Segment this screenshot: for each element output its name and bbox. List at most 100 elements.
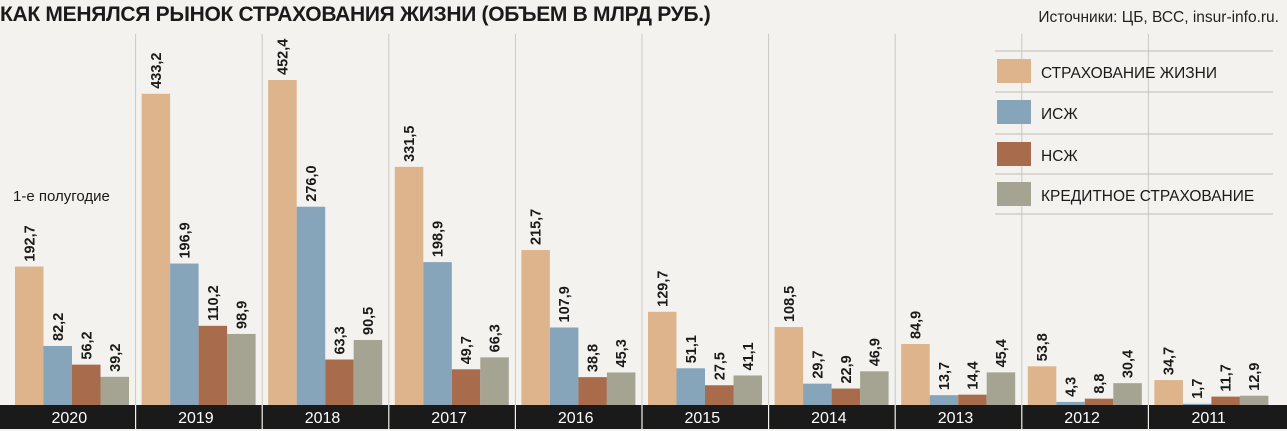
value-label-credit-2015: 41,1 bbox=[741, 342, 757, 370]
value-label-isj-2019: 196,9 bbox=[177, 222, 193, 258]
value-label-nsj-2014: 22,9 bbox=[839, 355, 855, 383]
year-axis-band bbox=[0, 405, 1287, 429]
bar-life-2019 bbox=[141, 93, 171, 406]
value-label-life-2014: 108,5 bbox=[782, 286, 798, 322]
value-label-life-2013: 84,9 bbox=[908, 311, 924, 339]
value-label-credit-2020: 39,2 bbox=[108, 344, 124, 372]
bar-credit-2019 bbox=[227, 333, 256, 405]
value-label-life-2019: 433,2 bbox=[149, 52, 165, 88]
bar-isj-2019 bbox=[170, 263, 199, 405]
value-label-nsj-2017: 49,7 bbox=[459, 336, 475, 364]
bar-isj-2014 bbox=[803, 383, 832, 405]
bar-nsj-2020 bbox=[72, 364, 101, 405]
bar-isj-2018 bbox=[296, 206, 326, 405]
bar-nsj-2018 bbox=[325, 359, 354, 405]
value-label-isj-2020: 82,2 bbox=[51, 313, 67, 341]
legend-swatch-isj bbox=[997, 100, 1031, 124]
group-separators bbox=[135, 34, 1149, 405]
value-label-isj-2015: 51,1 bbox=[684, 335, 700, 363]
bar-isj-2012 bbox=[1056, 401, 1085, 405]
bar-life-2020 bbox=[15, 266, 44, 405]
value-label-isj-2014: 29,7 bbox=[810, 350, 826, 378]
value-label-nsj-2016: 38,8 bbox=[586, 344, 602, 372]
legend: СТРАХОВАНИЕ ЖИЗНИ ИСЖ НСЖ КРЕДИТНОЕ СТРАХОВ… bbox=[995, 50, 1273, 215]
value-label-life-2015: 129,7 bbox=[655, 271, 671, 307]
value-label-credit-2012: 30,4 bbox=[1121, 350, 1137, 378]
value-label-credit-2018: 90,5 bbox=[361, 307, 377, 335]
value-label-life-2018: 452,4 bbox=[275, 39, 291, 75]
bar-nsj-2015 bbox=[705, 385, 734, 405]
half-year-note: 1-е полугодие bbox=[13, 188, 110, 205]
bar-life-2011 bbox=[1154, 380, 1183, 405]
bar-credit-2017 bbox=[480, 357, 509, 405]
year-label-2013: 2013 bbox=[938, 410, 974, 427]
value-label-isj-2012: 4,3 bbox=[1064, 377, 1080, 397]
year-label-2019: 2019 bbox=[178, 410, 214, 427]
bar-credit-2020 bbox=[100, 376, 129, 405]
value-label-nsj-2013: 14,4 bbox=[965, 361, 981, 389]
legend-swatch-life bbox=[997, 59, 1031, 83]
bar-isj-2016 bbox=[549, 327, 579, 405]
bar-credit-2015 bbox=[733, 375, 762, 405]
bar-credit-2011 bbox=[1239, 395, 1269, 405]
bars-layer bbox=[15, 80, 1269, 406]
legend-label-isj: ИСЖ bbox=[1041, 106, 1078, 123]
year-label-2015: 2015 bbox=[685, 410, 721, 427]
bar-nsj-2019 bbox=[198, 325, 228, 405]
value-label-nsj-2011: 11,7 bbox=[1219, 364, 1235, 391]
bar-nsj-2017 bbox=[451, 369, 481, 405]
year-label-2017: 2017 bbox=[431, 410, 467, 427]
value-label-isj-2017: 198,9 bbox=[431, 221, 447, 257]
value-label-credit-2017: 66,3 bbox=[488, 324, 504, 352]
bar-isj-2015 bbox=[676, 368, 705, 405]
value-label-nsj-2018: 63,3 bbox=[332, 326, 348, 354]
bar-life-2016 bbox=[521, 250, 550, 405]
bar-nsj-2013 bbox=[958, 394, 987, 405]
bar-isj-2011 bbox=[1182, 403, 1212, 405]
year-label-2018: 2018 bbox=[305, 410, 341, 427]
value-label-credit-2014: 46,9 bbox=[867, 338, 883, 366]
year-label-2011: 2011 bbox=[1191, 410, 1226, 427]
year-label-2020: 2020 bbox=[52, 410, 88, 427]
value-label-isj-2013: 13,7 bbox=[937, 362, 953, 390]
year-axis: 2020 2019 2018 2017 2016 2015 2014 2013 2012 2011 bbox=[0, 405, 1287, 429]
legend-swatch-nsj bbox=[997, 142, 1031, 166]
bar-credit-2018 bbox=[353, 339, 383, 405]
value-label-life-2020: 192,7 bbox=[22, 225, 38, 261]
year-label-2012: 2012 bbox=[1064, 410, 1100, 427]
year-label-2014: 2014 bbox=[811, 410, 847, 427]
bar-credit-2013 bbox=[986, 372, 1016, 405]
chart-title: КАК МЕНЯЛСЯ РЫНОК СТРАХОВАНИЯ ЖИЗНИ (ОБЪ… bbox=[0, 3, 711, 26]
value-label-nsj-2020: 56,2 bbox=[79, 331, 95, 359]
legend-label-life: СТРАХОВАНИЕ ЖИЗНИ bbox=[1041, 65, 1217, 82]
source-note: Источники: ЦБ, ВСС, insur-info.ru. bbox=[1038, 9, 1279, 26]
bar-isj-2013 bbox=[929, 395, 959, 405]
value-label-isj-2018: 276,0 bbox=[304, 165, 320, 201]
value-label-credit-2013: 45,4 bbox=[994, 339, 1010, 367]
value-label-life-2012: 53,8 bbox=[1035, 333, 1051, 361]
year-label-2016: 2016 bbox=[558, 410, 594, 427]
value-label-credit-2016: 45,3 bbox=[614, 339, 630, 367]
legend-label-nsj: НСЖ bbox=[1041, 148, 1078, 165]
legend-label-credit: КРЕДИТНОЕ СТРАХОВАНИЕ bbox=[1041, 188, 1254, 205]
bar-isj-2017 bbox=[423, 262, 452, 405]
bar-life-2012 bbox=[1027, 366, 1057, 405]
bar-life-2015 bbox=[648, 311, 677, 405]
bar-credit-2012 bbox=[1113, 383, 1142, 405]
value-label-nsj-2012: 8,8 bbox=[1092, 374, 1108, 394]
value-label-isj-2011: 1,7 bbox=[1190, 379, 1206, 399]
value-label-nsj-2015: 27,5 bbox=[712, 352, 728, 380]
legend-swatch-credit bbox=[997, 182, 1031, 206]
bar-life-2013 bbox=[901, 344, 930, 405]
bar-nsj-2014 bbox=[831, 388, 861, 405]
bar-life-2018 bbox=[268, 80, 297, 405]
bar-life-2014 bbox=[774, 327, 804, 405]
bar-nsj-2011 bbox=[1211, 396, 1240, 405]
value-label-nsj-2019: 110,2 bbox=[206, 285, 222, 321]
value-label-credit-2011: 12,9 bbox=[1247, 362, 1263, 390]
value-label-life-2016: 215,7 bbox=[529, 209, 545, 245]
bar-credit-2014 bbox=[860, 371, 889, 405]
value-label-life-2011: 34,7 bbox=[1162, 347, 1178, 375]
value-labels-layer: 192,7 82,2 56,2 39,2 433,2 196,9 110,2 98,9 452,… bbox=[22, 39, 1263, 399]
